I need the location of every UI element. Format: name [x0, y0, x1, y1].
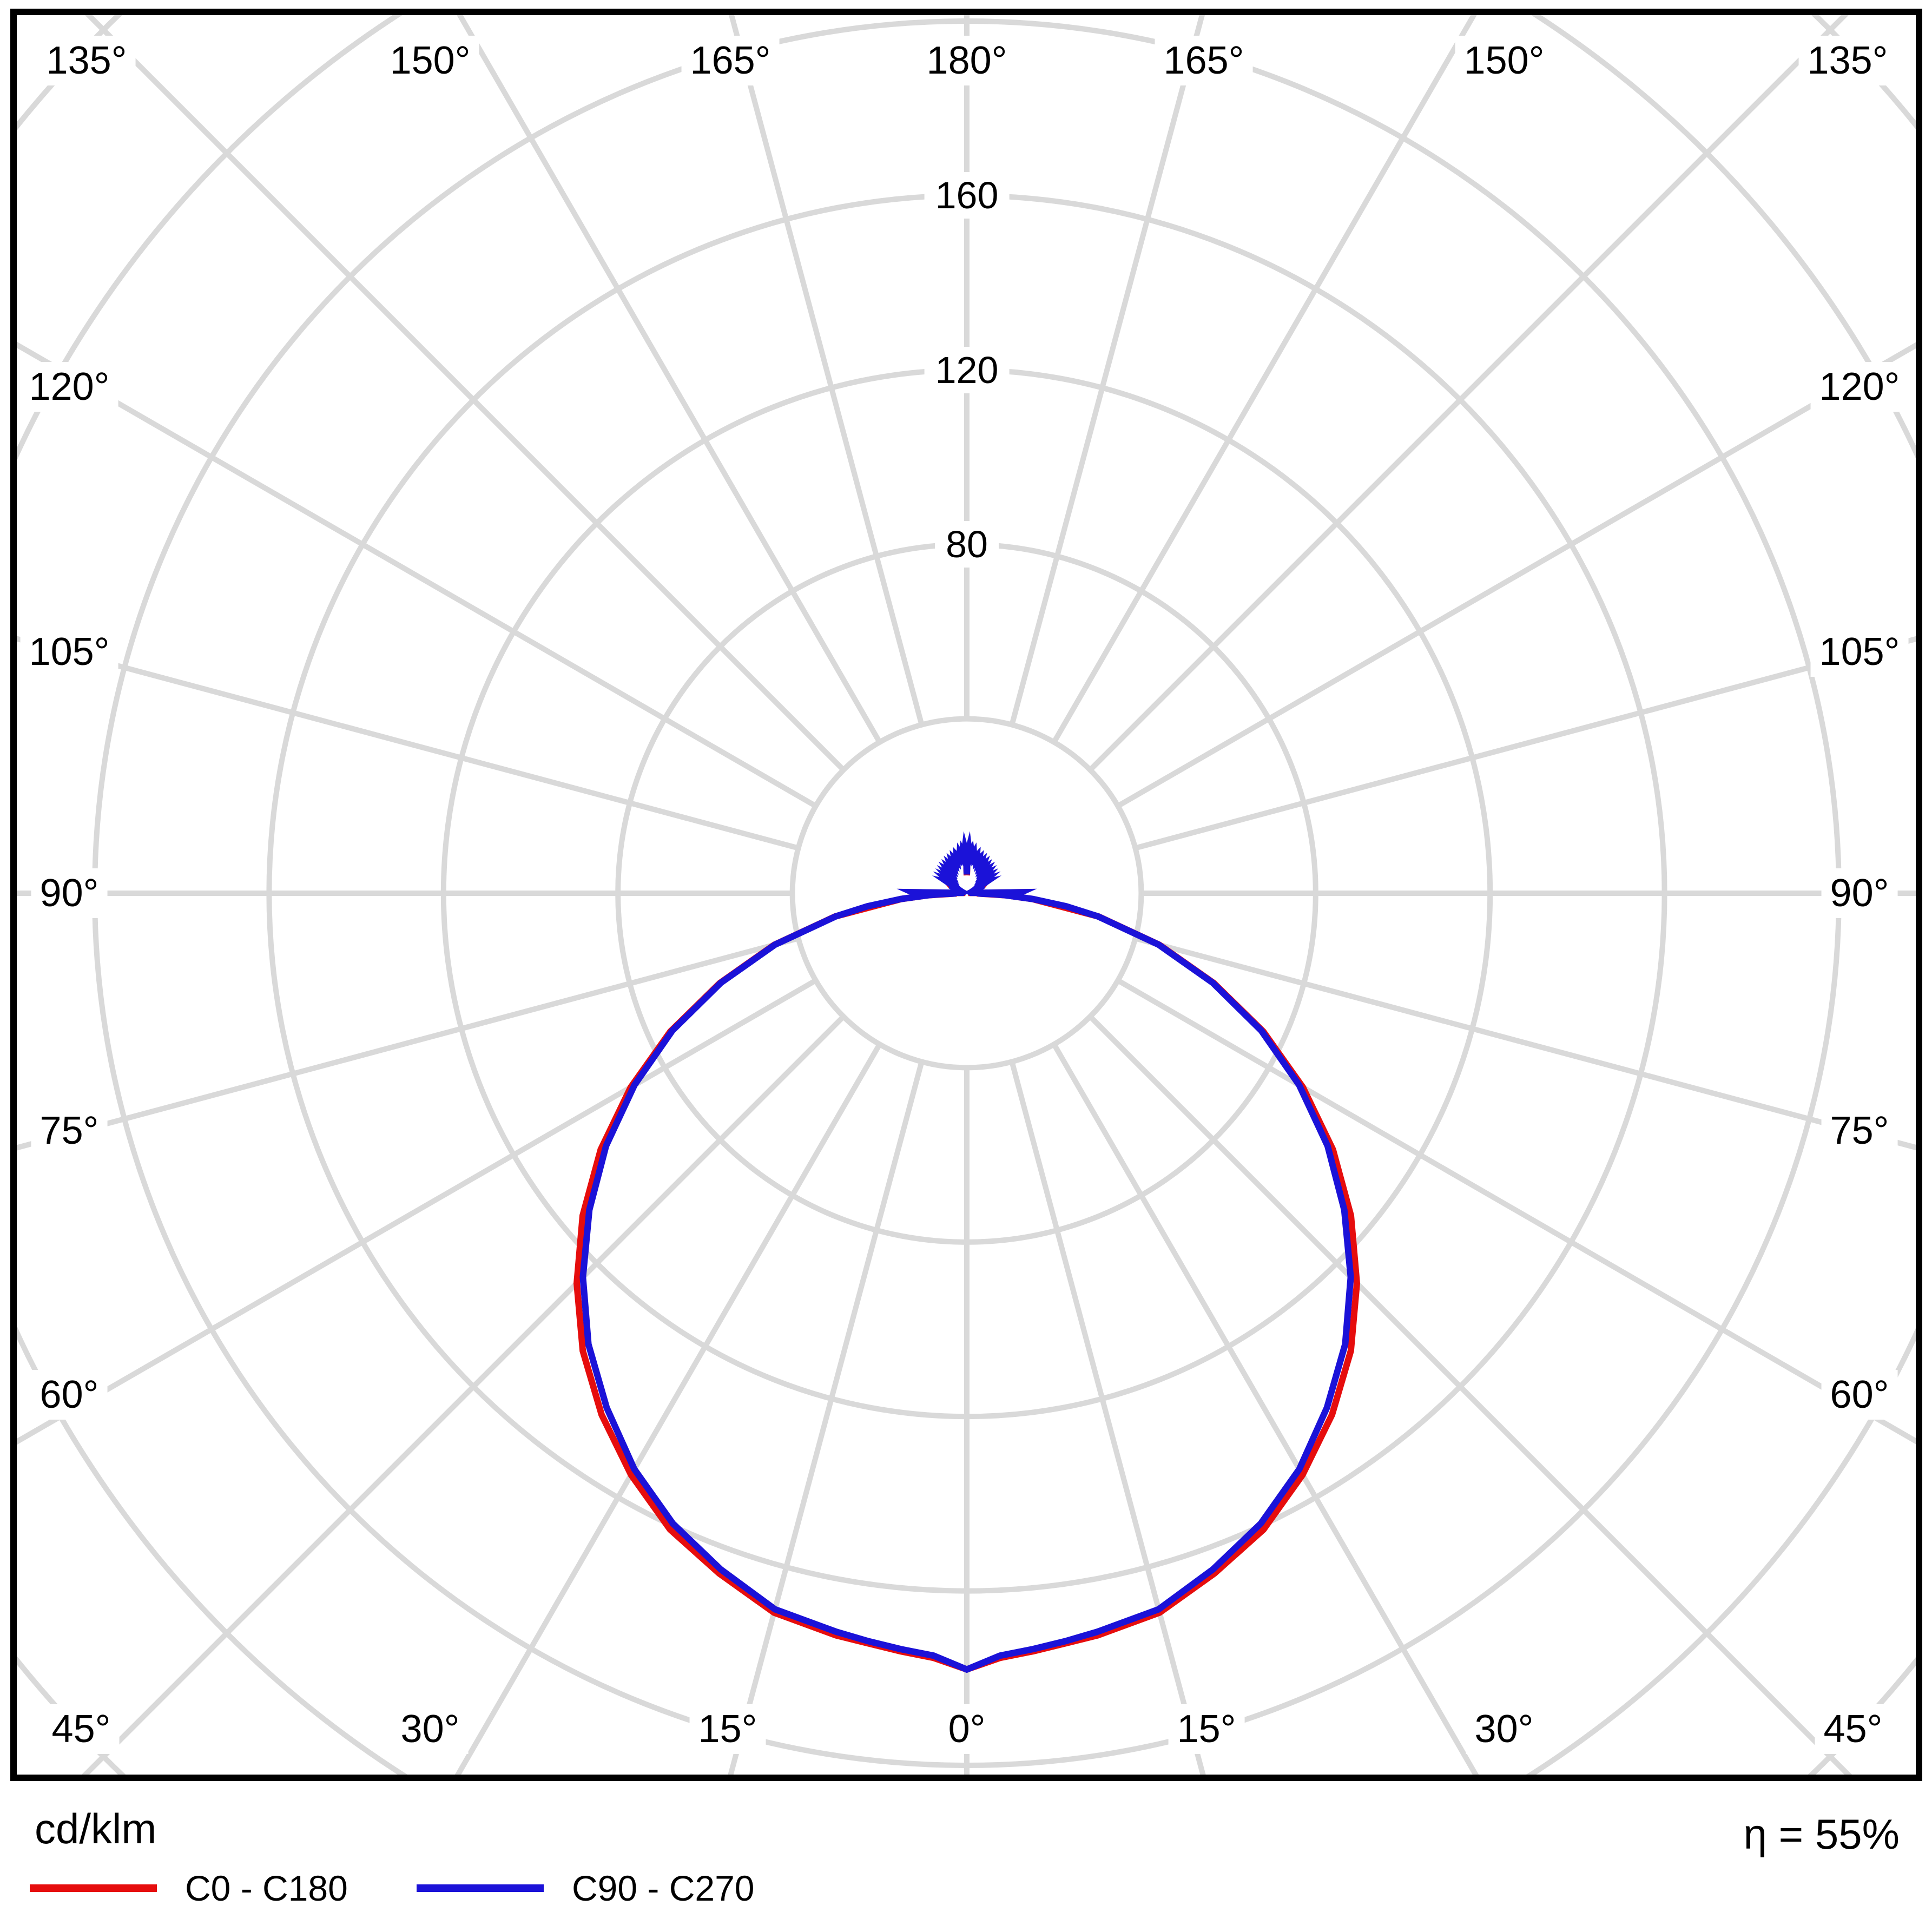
grid-ray-105	[1135, 636, 1916, 851]
grid-ray-255	[17, 636, 799, 851]
grid-ray-60	[1116, 978, 1916, 1445]
grid-ray-45	[1088, 1014, 1852, 1775]
grid-ray-240	[17, 341, 817, 809]
grid-ray-210	[457, 15, 882, 744]
grid-ray-330	[454, 1043, 882, 1775]
grid-ray-15	[1009, 1061, 1206, 1775]
grid-ray-165	[1009, 15, 1205, 726]
legend-item-c90-c270: C90 - C270	[417, 1861, 755, 1915]
efficiency-label: η = 55%	[1743, 1810, 1900, 1858]
series-curve-c90-c270	[579, 831, 1354, 1673]
unit-label: cd/klm	[35, 1805, 157, 1852]
legend-swatch-c0-c180	[30, 1884, 157, 1892]
grid-ray-285	[17, 935, 799, 1151]
grid-ray-315	[81, 1014, 846, 1775]
curves	[573, 831, 1361, 1673]
legend-label-c0-c180: C0 - C180	[185, 1868, 348, 1908]
legend-label-c90-c270: C90 - C270	[572, 1868, 755, 1908]
grid-ray-345	[728, 1061, 925, 1775]
grid-ray-300	[17, 978, 817, 1445]
legend: C0 - C180 C90 - C270	[0, 1861, 1932, 1921]
grid-ray-120	[1116, 342, 1916, 809]
grid-ray-150	[1051, 15, 1477, 744]
grid-ray-30	[1051, 1043, 1479, 1775]
chart-frame	[10, 9, 1922, 1781]
legend-swatch-c90-c270	[417, 1884, 544, 1892]
grid-ray-195	[728, 15, 925, 726]
grid-ray-75	[1135, 935, 1916, 1151]
legend-item-c0-c180: C0 - C180	[30, 1861, 348, 1915]
